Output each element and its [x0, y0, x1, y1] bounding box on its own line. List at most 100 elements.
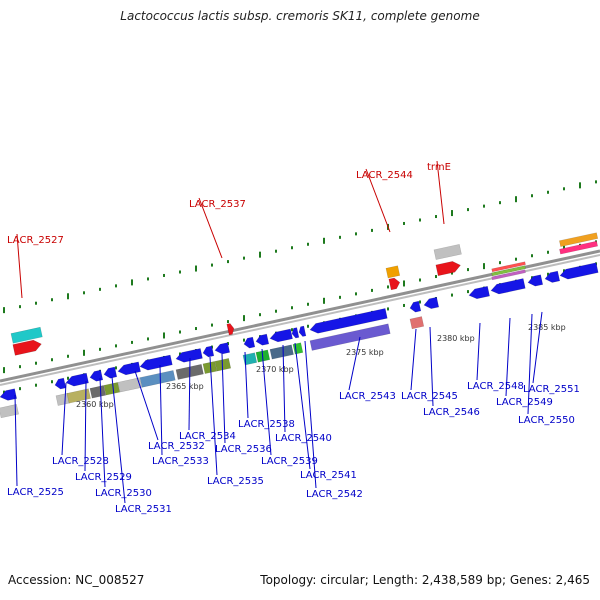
reverse-gene-label-leader	[429, 326, 434, 407]
reverse-gene-label: LACR_2539	[261, 456, 318, 467]
cog-block	[103, 382, 121, 396]
reverse-gene-arrow	[527, 274, 544, 287]
reverse-gene-arrow	[103, 366, 118, 379]
forward-gene-label: LACR_2544	[356, 170, 413, 181]
reverse-gene-label: LACR_2528	[52, 456, 109, 467]
cog-block	[202, 361, 218, 374]
cog-block	[491, 261, 526, 273]
reverse-gene-label: LACR_2548	[467, 381, 524, 392]
cog-block	[89, 385, 107, 399]
forward-gene-label: trmE	[427, 162, 451, 173]
reverse-gene-label: LACR_2534	[179, 431, 236, 442]
accession-value: NC_008527	[75, 573, 145, 587]
reverse-gene-label-leader	[476, 322, 481, 381]
scale-label: 2360 kbp	[76, 400, 114, 409]
scale-label: 2380 kbp	[437, 334, 475, 343]
reverse-gene-arrow	[0, 388, 17, 401]
forward-gene-arrow	[12, 339, 42, 356]
reverse-gene-label: LACR_2533	[152, 456, 209, 467]
reverse-gene-label: LACR_2542	[306, 489, 363, 500]
accession-label: Accession:	[8, 573, 72, 587]
forward-gene-arrow	[226, 323, 235, 336]
reverse-gene-label-leader	[532, 311, 543, 384]
reverse-gene-arrow	[65, 372, 89, 387]
topology-value: circular	[320, 573, 365, 587]
map-title: Lactococcus lactis subsp. cremoris SK11,…	[120, 9, 480, 23]
forward-gene-label-leader	[16, 233, 23, 299]
forward-gene-label: LACR_2527	[7, 235, 64, 246]
scale-label: 2375 kbp	[346, 348, 384, 357]
cog-block	[491, 265, 526, 277]
reverse-gene-arrow	[559, 262, 599, 280]
cog-block	[491, 269, 526, 281]
cog-block	[10, 326, 43, 344]
reverse-gene-label-leader	[188, 357, 191, 431]
reverse-gene-label-leader	[348, 336, 361, 391]
reverse-gene-arrow	[298, 325, 307, 337]
genome-stats-footer: Topology: circular; Length: 2,438,589 bp…	[260, 573, 590, 587]
cog-block	[139, 370, 176, 388]
scale-label: 2365 kbp	[166, 382, 204, 391]
cog-block	[117, 377, 142, 393]
reverse-gene-arrow	[468, 285, 490, 300]
reverse-gene-label: LACR_2538	[238, 419, 295, 430]
cog-block	[559, 240, 598, 255]
reverse-gene-arrow	[490, 278, 526, 295]
reverse-gene-label-leader	[209, 356, 218, 476]
reverse-gene-label-leader	[294, 342, 311, 470]
cog-block	[66, 388, 91, 404]
reverse-gene-label-leader	[99, 377, 106, 488]
reverse-gene-label-leader	[304, 340, 317, 489]
reverse-gene-label: LACR_2546	[423, 407, 480, 418]
reverse-gene-arrow	[255, 333, 270, 346]
forward-gene-label-leader	[436, 160, 445, 225]
reverse-gene-label: LACR_2532	[148, 441, 205, 452]
reverse-gene-label: LACR_2529	[75, 472, 132, 483]
forward-gene-label: LACR_2537	[189, 199, 246, 210]
reverse-gene-label: LACR_2545	[401, 391, 458, 402]
reverse-gene-arrow	[309, 308, 388, 334]
reverse-gene-label-leader	[221, 353, 226, 444]
reverse-gene-arrow	[291, 327, 300, 339]
scale-label: 2385 kbp	[528, 323, 566, 332]
cog-block	[385, 265, 401, 279]
reverse-gene-arrow	[409, 300, 422, 313]
cog-block	[433, 244, 462, 260]
reverse-gene-label-leader	[111, 376, 126, 504]
cog-block	[0, 404, 19, 419]
reverse-gene-label-leader	[505, 317, 511, 397]
reverse-gene-arrow	[544, 270, 561, 283]
reverse-gene-arrow	[139, 354, 173, 371]
forward-gene-arrow	[388, 277, 401, 291]
cog-block	[309, 323, 391, 351]
reverse-gene-label-leader	[261, 348, 272, 456]
cog-block	[409, 316, 425, 330]
reverse-gene-label-leader	[134, 370, 159, 441]
reverse-gene-label: LACR_2535	[207, 476, 264, 487]
reverse-gene-label: LACR_2541	[300, 470, 357, 481]
reverse-gene-label: LACR_2540	[275, 433, 332, 444]
forward-gene-label-leader	[198, 197, 223, 259]
reverse-gene-label-leader	[244, 351, 249, 419]
reverse-gene-arrow	[89, 369, 104, 382]
reverse-gene-label: LACR_2525	[7, 487, 64, 498]
reverse-gene-arrow	[202, 345, 215, 358]
reverse-gene-label-leader	[527, 313, 533, 415]
cog-block	[269, 344, 294, 360]
cog-block	[242, 352, 258, 366]
genes-label: Genes:	[509, 573, 552, 587]
reverse-gene-label-leader	[14, 394, 18, 487]
reverse-gene-label: LACR_2531	[115, 504, 172, 515]
reverse-gene-arrow	[117, 361, 141, 376]
forward-gene-label-leader	[365, 168, 391, 233]
length-label: Length:	[372, 573, 419, 587]
forward-gene-arrow	[435, 261, 461, 276]
reverse-gene-arrow	[243, 336, 256, 349]
reverse-gene-arrow	[54, 377, 67, 390]
reverse-gene-label: LACR_2550	[518, 415, 575, 426]
reverse-gene-label: LACR_2551	[523, 384, 580, 395]
reverse-gene-label-leader	[410, 328, 417, 391]
reverse-gene-arrow	[269, 328, 293, 343]
